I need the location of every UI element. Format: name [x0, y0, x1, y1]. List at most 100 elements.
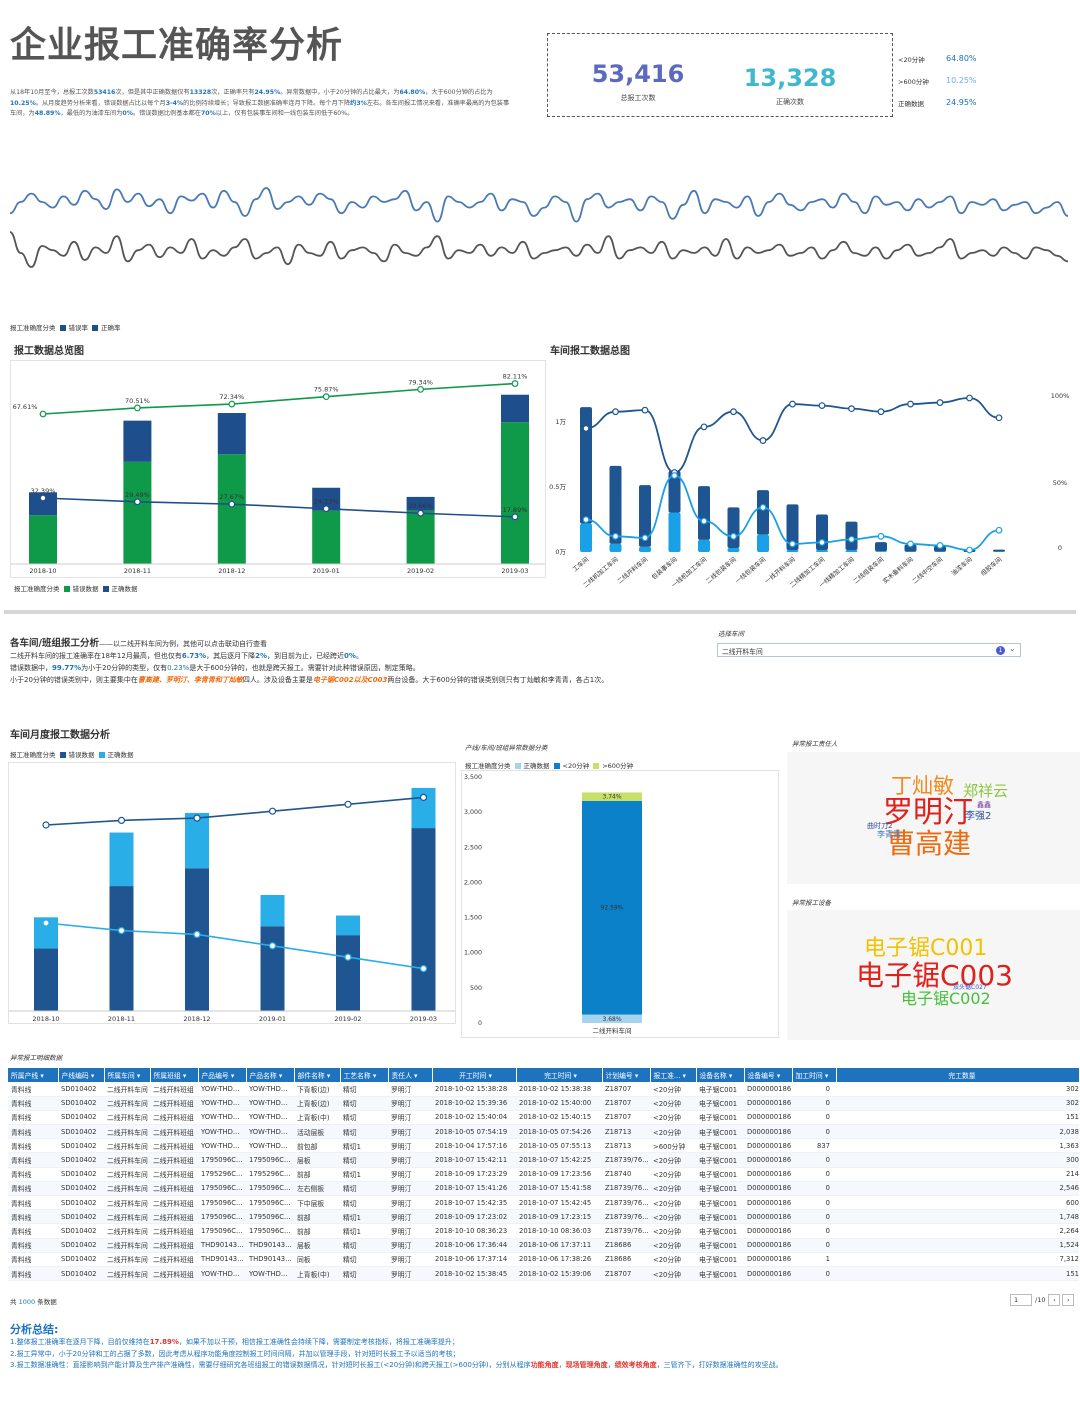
- legend-item[interactable]: <20分钟: [562, 762, 590, 770]
- table-cell: 二线开料车间: [104, 1124, 150, 1140]
- column-header[interactable]: 开工时间 ▾: [432, 1068, 517, 1082]
- table-cell: SD010402: [58, 1266, 104, 1282]
- data-label: 82.11%: [503, 373, 528, 381]
- table-cell: 电子锯C001: [696, 1195, 744, 1211]
- table-row[interactable]: 青料线 SD010402 二线开料车间 二线开料班组 1795096C... 179509…: [8, 1152, 1079, 1168]
- table-row[interactable]: 青料线 SD010402 二线开料车间 二线开料班组 YOW-THD... YOW-THD…: [8, 1110, 1079, 1126]
- table-row[interactable]: 青料线 SD010402 二线开料车间 二线开料班组 1795096C... 179509…: [8, 1195, 1079, 1211]
- column-header[interactable]: 设备名称 ▾: [696, 1068, 745, 1082]
- table-cell: 二线开料班组: [150, 1195, 198, 1211]
- column-header[interactable]: 完工数量: [836, 1068, 1079, 1082]
- x-tick-label: 2019-03: [410, 1015, 437, 1023]
- table-row[interactable]: 青料线 SD010402 二线开料车间 二线开料班组 1795296C... 179529…: [8, 1167, 1079, 1182]
- legend-item[interactable]: >600分钟: [602, 762, 634, 770]
- column-header[interactable]: 工艺名称 ▾: [340, 1068, 389, 1082]
- column-header[interactable]: 产线编码 ▾: [58, 1068, 105, 1082]
- rate-row: >600分钟 10.25%: [898, 76, 988, 98]
- bar-error: [29, 515, 57, 564]
- column-header[interactable]: 产品名称 ▾: [246, 1068, 295, 1082]
- column-header[interactable]: 所属车间 ▾: [104, 1068, 151, 1082]
- table-row[interactable]: 青料线 SD010402 二线开料车间 二线开料班组 1795096C... 179509…: [8, 1209, 1079, 1225]
- table-row[interactable]: 青料线 SD010402 二线开料车间 二线开料班组 YOW-THD... YOW-THD…: [8, 1096, 1079, 1111]
- column-header[interactable]: 加工时间 ▾: [792, 1068, 837, 1082]
- data-label: 32.39%: [31, 487, 56, 495]
- table-cell: SD010402: [58, 1096, 104, 1111]
- page-input[interactable]: 1: [1010, 1294, 1032, 1306]
- table-cell: 二线开料班组: [150, 1238, 198, 1253]
- bar-correct: [698, 539, 710, 552]
- y-tick-label: 0: [478, 1020, 482, 1027]
- line-point: [117, 927, 126, 935]
- x-tick-label: 油漆车间: [950, 555, 974, 577]
- analysis-text: 小于20分钟的错误类别中，则主要集中在: [10, 676, 138, 684]
- table-row[interactable]: 青料线 SD010402 二线开料车间 二线开料班组 1795096C... 179509…: [8, 1181, 1079, 1197]
- legend-item[interactable]: 错误率: [68, 324, 89, 332]
- column-header[interactable]: 报工准... ▾: [650, 1068, 697, 1082]
- line-point: [419, 793, 428, 802]
- bar-correct: [757, 534, 769, 552]
- table-cell: 二线开料车间: [104, 1096, 150, 1111]
- stack-chart[interactable]: 0 500 1,000 1,500 2,000 2,500 3,000 3,500 3.68% 9…: [461, 770, 779, 1038]
- table-row[interactable]: 青料线 SD010402 二线开料车间 二线开料班组 1795096C... 179509…: [8, 1223, 1079, 1239]
- table-row[interactable]: 青料线 SD010402 二线开料车间 二线开料班组 THD90143... THD901…: [8, 1238, 1079, 1253]
- table-cell: 精切: [340, 1181, 388, 1197]
- table-cell: 活动层板: [294, 1124, 340, 1140]
- table-cell: 二线开料班组: [150, 1181, 198, 1197]
- summary-title: 分析总结:: [10, 1323, 59, 1336]
- table-cell: Z18707: [602, 1110, 650, 1126]
- table-cell: 精切1: [340, 1209, 388, 1225]
- line-point: [417, 385, 425, 393]
- bar-correct: [580, 523, 592, 552]
- column-header[interactable]: 所属产线 ▾: [8, 1068, 59, 1082]
- column-header[interactable]: 设备编号 ▾: [744, 1068, 793, 1082]
- column-header[interactable]: 部件名称 ▾: [294, 1068, 341, 1082]
- workshop-select[interactable]: 二线开料车间 1 ⌄: [717, 643, 1021, 657]
- detail-table-wrap[interactable]: 所属产线 ▾ 产线编码 ▾ 所属车间 ▾ 所属班组 ▾ 产品编号 ▾ 产品名称 ▾ 部件名称…: [8, 1068, 1079, 1290]
- legend-item[interactable]: 正确数据: [111, 585, 138, 593]
- monthly-chart[interactable]: 2018-10 2018-11 2018-12 2019-01 2019-02 2019-…: [8, 762, 456, 1024]
- total-reports-label: 总报工次数: [620, 94, 656, 102]
- column-header[interactable]: 所属班组 ▾: [150, 1068, 199, 1082]
- legend-item[interactable]: 错误数据: [72, 585, 99, 593]
- bar-error: [668, 470, 681, 513]
- table-cell: 0: [792, 1082, 836, 1097]
- table-cell: 二线开料班组: [150, 1124, 198, 1140]
- table-row[interactable]: 青料线 SD010402 二线开料车间 二线开料班组 YOW-THD... YOW-THD…: [8, 1266, 1079, 1282]
- analysis-text: 是大于600分钟的，也就是跨天报工。需要针对此种错误原因，制定策略。: [189, 664, 420, 672]
- chevron-down-icon[interactable]: ⌄: [1009, 644, 1016, 653]
- table-cell: Z18707: [602, 1082, 650, 1097]
- y-tick-label: 1,000: [464, 950, 482, 957]
- table-cell: 二线开料车间: [104, 1082, 150, 1097]
- column-header[interactable]: 产品编号 ▾: [198, 1068, 247, 1082]
- table-cell: 二线开料车间: [104, 1238, 150, 1253]
- table-cell: 2018-10-02 15:38:45: [432, 1266, 516, 1282]
- table-row[interactable]: 青料线 SD010402 二线开料车间 二线开料班组 THD90143... THD901…: [8, 1252, 1079, 1267]
- legend-item[interactable]: 错误数据: [68, 751, 95, 759]
- table-row[interactable]: 青料线 SD010402 二线开料车间 二线开料班组 YOW-THD... YOW-THD…: [8, 1138, 1079, 1154]
- legend-item[interactable]: 正确率: [101, 324, 121, 332]
- legend-item[interactable]: 正确数据: [523, 762, 550, 770]
- analysis-highlight: 电子锯C002以及C003: [312, 676, 388, 684]
- overview-chart[interactable]: 2018-10 2018-11 2018-12 2019-01 2019-02 2019-…: [10, 360, 546, 578]
- x-tick-label: 2019-03: [501, 567, 528, 575]
- table-row[interactable]: 青料线 SD010402 二线开料车间 二线开料班组 YOW-THD... YOW-THD…: [8, 1082, 1079, 1097]
- line-正确率: [42, 497, 516, 518]
- column-header[interactable]: 完工时间 ▾: [516, 1068, 603, 1082]
- line-point: [966, 546, 973, 554]
- table-cell: 1795096C...: [198, 1209, 246, 1225]
- table-row[interactable]: 青料线 SD010402 二线开料车间 二线开料班组 YOW-THD... YOW-THD…: [8, 1124, 1079, 1140]
- column-header[interactable]: 责任人 ▾: [388, 1068, 433, 1082]
- bar-error: [501, 422, 529, 564]
- chevron-right-icon[interactable]: ›: [1062, 1294, 1075, 1306]
- table-cell: Z18739/76...: [602, 1209, 650, 1225]
- legend-item[interactable]: 正确数据: [107, 751, 134, 759]
- chevron-left-icon[interactable]: ‹: [1048, 1294, 1061, 1306]
- table-cell: 837: [792, 1138, 836, 1154]
- table-cell: THD90143...: [246, 1252, 294, 1267]
- line-point: [133, 404, 141, 412]
- detail-table[interactable]: 所属产线 ▾ 产线编码 ▾ 所属车间 ▾ 所属班组 ▾ 产品编号 ▾ 产品名称 ▾ 部件名称…: [8, 1068, 1079, 1282]
- column-header[interactable]: 计划编号 ▾: [602, 1068, 651, 1082]
- table-cell: D000000186: [744, 1082, 792, 1097]
- line-point: [700, 423, 708, 431]
